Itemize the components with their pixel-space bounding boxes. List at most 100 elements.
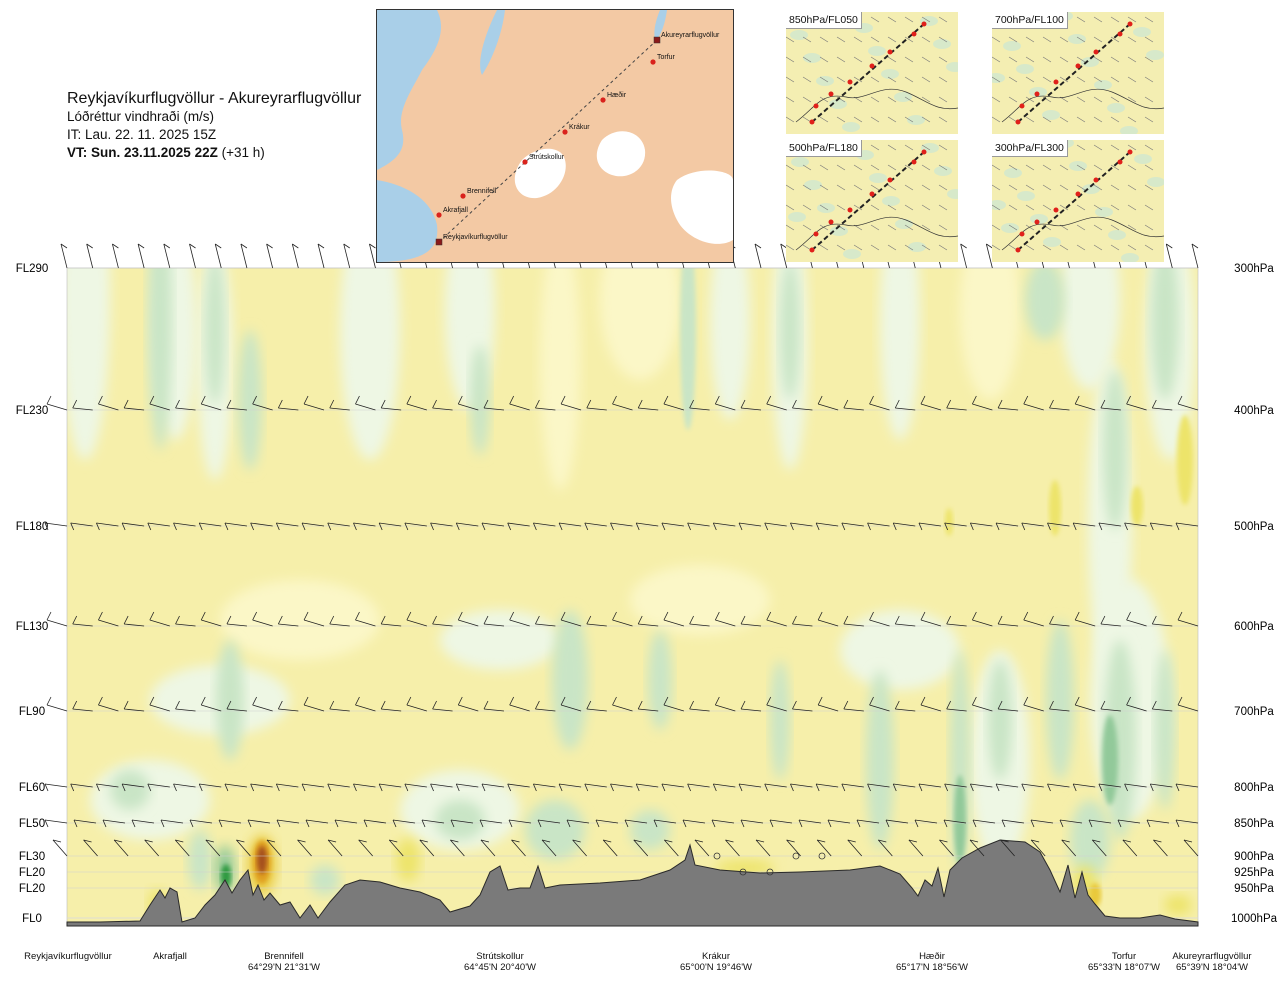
wind-barb-36 — [985, 243, 993, 269]
wind-barb-286 — [508, 819, 532, 828]
map-waypoint-label-0: Akureyrarflugvöllur — [661, 32, 720, 39]
minimap-500: 500hPa/FL180 — [786, 140, 958, 262]
minimap-barb — [870, 224, 880, 231]
map-waypoint-label-5: Brennifell — [467, 188, 497, 195]
wind-barb-2 — [112, 243, 119, 269]
fl-label-6: FL50 — [19, 818, 45, 830]
minimap-850: 850hPa/FL050 — [786, 12, 958, 134]
field-contour-5 — [540, 268, 580, 490]
minimap-barb — [887, 164, 897, 171]
minimap-field-8 — [881, 69, 899, 79]
minimap-field-9 — [1121, 253, 1139, 262]
map-waypoint-3 — [562, 129, 568, 135]
wind-barb-158 — [637, 615, 659, 627]
minimap-waypoint-1 — [813, 231, 819, 237]
location-name: Reykjavíkurflugvöllur — [24, 951, 112, 962]
wind-barb-82 — [997, 399, 1019, 411]
wind-barb-120 — [815, 522, 839, 531]
wind-barb-310 — [52, 839, 68, 857]
minimap-barb — [921, 116, 931, 123]
wind-barb-186 — [200, 696, 222, 712]
field-contour-31 — [1103, 370, 1127, 530]
location-name: Akureyrarflugvöllur — [1172, 951, 1252, 962]
wind-barb-218 — [1023, 696, 1044, 712]
wind-barb-184 — [149, 696, 170, 712]
map-land — [377, 10, 733, 262]
wind-barb-122 — [867, 522, 890, 531]
wind-barb-139 — [149, 611, 170, 627]
wind-barb-331 — [694, 839, 710, 857]
wind-barb-302 — [972, 819, 996, 828]
minimap-barb — [853, 184, 863, 191]
wind-barb-52 — [226, 399, 247, 411]
minimap-barb — [1059, 164, 1069, 171]
wind-barb-340 — [969, 839, 985, 857]
minimap-barb — [1144, 204, 1154, 211]
field-contour-35 — [866, 670, 894, 850]
wind-barb-62 — [483, 399, 505, 411]
minimap-field-10 — [1134, 154, 1152, 164]
wind-barb-342 — [1030, 839, 1046, 857]
wind-barb-268 — [1149, 783, 1173, 792]
field-contour-56 — [945, 508, 953, 536]
wind-barb-293 — [711, 819, 735, 828]
minimap-barb — [921, 144, 931, 151]
minimap-barb — [853, 56, 863, 63]
minimap-barb — [938, 116, 948, 123]
wind-barb-210 — [817, 696, 839, 712]
wind-barb-315 — [205, 839, 221, 857]
wind-barb-167 — [869, 611, 890, 627]
wind-barb-149 — [406, 611, 427, 627]
minimap-field-13 — [788, 212, 806, 222]
field-contour-53 — [1177, 415, 1193, 505]
wind-barb-207 — [740, 700, 762, 712]
field-contour-28 — [780, 268, 800, 400]
minimap-barb — [921, 224, 931, 231]
minimap-barb — [938, 56, 948, 63]
minimap-barb — [870, 164, 880, 171]
wind-barb-150 — [432, 615, 453, 627]
minimap-field-12 — [1146, 50, 1164, 60]
route-line — [438, 39, 658, 243]
wind-barb-151 — [457, 611, 479, 627]
wind-barb-204 — [663, 696, 685, 712]
valid-time: VT: Sun. 23.11.2025 22Z (+31 h) — [67, 144, 361, 162]
minimap-barb — [819, 36, 829, 43]
wind-barb-154 — [535, 615, 556, 627]
map-waypoint-label-7: Reykjavíkurflugvöllur — [443, 234, 508, 241]
field-contour-3 — [340, 268, 400, 460]
wind-barb-134 — [1175, 522, 1199, 531]
wind-barb-103 — [378, 522, 402, 531]
minimap-barb — [921, 16, 931, 23]
minimap-850-svg — [786, 12, 958, 134]
minimap-field-6 — [1082, 184, 1100, 194]
minimap-barb — [819, 184, 829, 191]
minimap-field-3 — [816, 76, 834, 86]
map-waypoints: Akureyrarflugvöllur Torfur Hæðir Krákur Strú… — [435, 32, 720, 246]
wind-barb-238 — [378, 783, 402, 792]
minimap-barb — [1144, 76, 1154, 83]
wind-barb-295 — [769, 819, 793, 828]
minimap-field-11 — [934, 166, 952, 176]
minimap-barb — [1144, 144, 1154, 151]
minimap-barb — [938, 224, 948, 231]
map-waypoint-label-1: Torfur — [657, 54, 676, 61]
wind-barb-257 — [867, 783, 890, 792]
route-map-svg: Akureyrarflugvöllur Torfur Hæðir Krákur Strú… — [377, 10, 733, 262]
wind-barb-297 — [827, 819, 851, 828]
minimap-field-6 — [869, 173, 887, 183]
minimap-barb — [1093, 244, 1103, 251]
wind-barb-49 — [149, 395, 170, 411]
wind-barb-294 — [740, 819, 764, 828]
minimap-barb — [1110, 16, 1120, 23]
minimap-barb — [1127, 76, 1137, 83]
wind-barb-58 — [380, 399, 402, 411]
minimap-barb — [1127, 204, 1137, 211]
location-name: Krákur — [702, 951, 730, 962]
minimap-barb — [836, 116, 846, 123]
map-waypoint-5 — [460, 193, 466, 199]
wind-barb-203 — [637, 700, 659, 712]
wind-barb-284 — [450, 819, 474, 828]
field-contour-9 — [880, 268, 920, 440]
minimap-barb — [904, 144, 914, 151]
